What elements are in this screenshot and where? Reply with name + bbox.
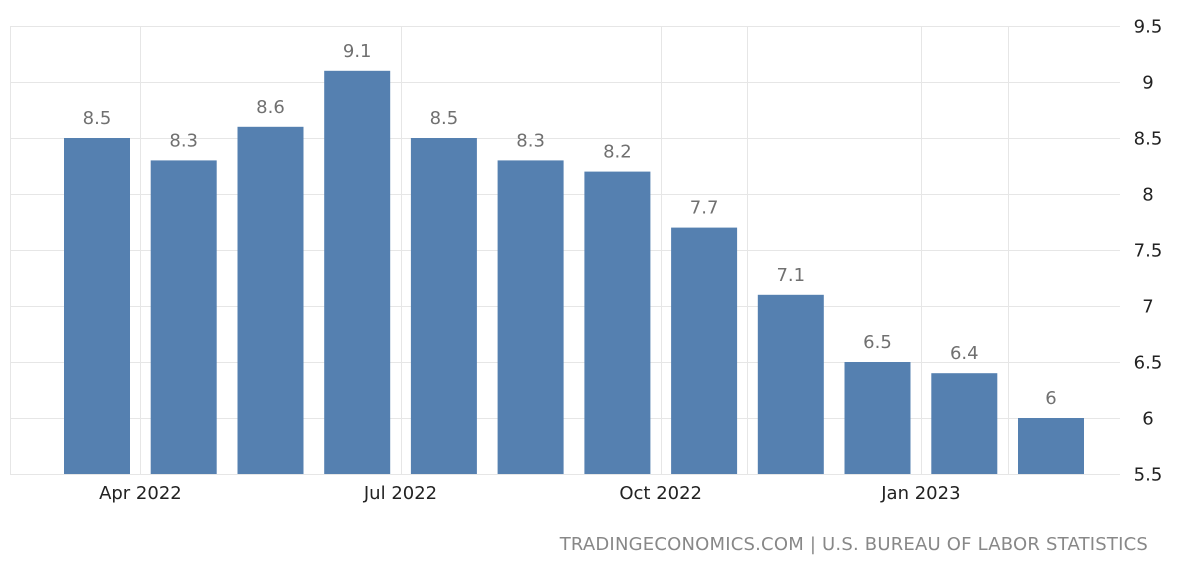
data-label: 9.1 xyxy=(343,41,372,62)
bar xyxy=(757,294,824,474)
y-tick-label: 8 xyxy=(1142,185,1153,206)
y-tick-label: 5.5 xyxy=(1134,465,1163,486)
x-tick-label: Jan 2023 xyxy=(880,483,960,504)
x-tick-label: Oct 2022 xyxy=(619,483,702,504)
bars xyxy=(64,70,1084,475)
data-label: 6.5 xyxy=(863,332,892,353)
data-label: 8.6 xyxy=(256,97,285,118)
y-axis: 5.5 6 6.5 7 7.5 8 8.5 9 9.5 xyxy=(1134,17,1163,486)
data-label: 7.7 xyxy=(690,198,719,219)
bar xyxy=(844,362,911,474)
bar xyxy=(671,227,738,474)
source-credit: TRADINGECONOMICS.COM | U.S. BUREAU OF LA… xyxy=(559,534,1148,555)
data-label: 8.5 xyxy=(83,108,112,129)
data-label: 8.5 xyxy=(430,108,459,129)
x-tick-label: Jul 2022 xyxy=(363,483,437,504)
y-tick-label: 7 xyxy=(1142,297,1153,318)
y-tick-label: 7.5 xyxy=(1134,241,1163,262)
bar xyxy=(410,138,477,474)
bar xyxy=(64,138,130,474)
data-labels: 8.5 8.3 8.6 9.1 8.5 8.3 8.2 7.7 7.1 6.5 6.4 6 xyxy=(83,41,1057,409)
y-tick-label: 9 xyxy=(1142,73,1153,94)
data-label: 6.4 xyxy=(950,343,979,364)
bar xyxy=(931,373,998,474)
bar xyxy=(1018,418,1084,474)
bar xyxy=(150,160,217,474)
x-axis: Apr 2022 Jul 2022 Oct 2022 Jan 2023 xyxy=(99,483,960,504)
y-tick-label: 6.5 xyxy=(1134,353,1163,374)
y-tick-label: 8.5 xyxy=(1134,129,1163,150)
bar xyxy=(237,126,304,475)
x-tick-label: Apr 2022 xyxy=(99,483,182,504)
data-label: 8.3 xyxy=(516,130,545,151)
y-tick-label: 6 xyxy=(1142,409,1153,430)
y-tick-label: 9.5 xyxy=(1134,17,1163,38)
data-label: 6 xyxy=(1045,388,1056,409)
data-label: 7.1 xyxy=(776,265,805,286)
bar xyxy=(584,171,651,474)
bar xyxy=(324,70,391,475)
bar xyxy=(497,160,564,474)
data-label: 8.2 xyxy=(603,142,632,163)
data-label: 8.3 xyxy=(169,130,198,151)
